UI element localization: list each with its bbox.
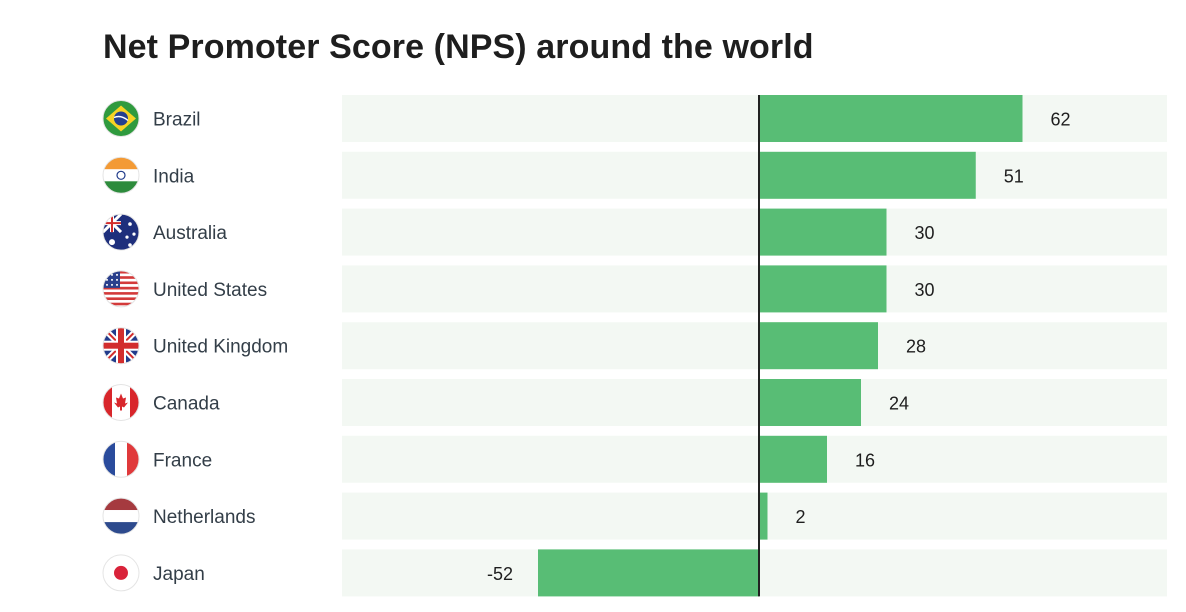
value-label: 2 bbox=[796, 507, 806, 527]
france-flag-icon bbox=[102, 440, 140, 478]
value-label: 51 bbox=[1004, 166, 1024, 186]
bar-japan bbox=[538, 549, 759, 597]
united-states-flag-icon bbox=[102, 270, 140, 308]
value-label: 28 bbox=[906, 337, 926, 357]
value-label: 16 bbox=[855, 450, 875, 470]
united-kingdom-flag-icon bbox=[102, 327, 140, 365]
bar-brazil bbox=[759, 95, 1023, 142]
bar-track bbox=[342, 492, 1167, 540]
value-label: 30 bbox=[915, 223, 935, 243]
chart-title: Net Promoter Score (NPS) around the worl… bbox=[103, 28, 814, 66]
country-label: Canada bbox=[153, 394, 220, 415]
canada-flag-icon bbox=[102, 384, 140, 421]
country-label: France bbox=[153, 450, 212, 471]
australia-flag-icon bbox=[102, 213, 140, 251]
brazil-flag-icon bbox=[102, 100, 140, 137]
value-label: 24 bbox=[889, 394, 909, 414]
bar-canada bbox=[759, 379, 861, 426]
netherlands-flag-icon bbox=[102, 497, 140, 535]
value-label: 62 bbox=[1051, 110, 1071, 130]
bar-track bbox=[342, 95, 1167, 142]
country-label: Japan bbox=[153, 564, 205, 585]
value-label: 30 bbox=[915, 280, 935, 300]
country-label: United States bbox=[153, 280, 267, 301]
bar-track bbox=[342, 379, 1167, 426]
bar-france bbox=[759, 435, 827, 483]
bar-australia bbox=[759, 208, 887, 256]
japan-flag-icon bbox=[102, 554, 140, 592]
value-label: -52 bbox=[487, 564, 513, 584]
bar-india bbox=[759, 151, 976, 199]
bar-netherlands bbox=[759, 492, 768, 540]
bar-united-kingdom bbox=[759, 322, 878, 370]
bar-track bbox=[342, 151, 1167, 199]
bar-track bbox=[342, 322, 1167, 370]
india-flag-icon bbox=[102, 156, 140, 194]
bar-united-states bbox=[759, 265, 887, 313]
country-label: Australia bbox=[153, 223, 227, 244]
bar-track bbox=[342, 435, 1167, 483]
country-label: Netherlands bbox=[153, 507, 255, 528]
country-label: United Kingdom bbox=[153, 337, 288, 358]
country-label: Brazil bbox=[153, 110, 201, 131]
country-label: India bbox=[153, 166, 195, 187]
bar-track bbox=[342, 208, 1167, 256]
bar-track bbox=[342, 265, 1167, 313]
